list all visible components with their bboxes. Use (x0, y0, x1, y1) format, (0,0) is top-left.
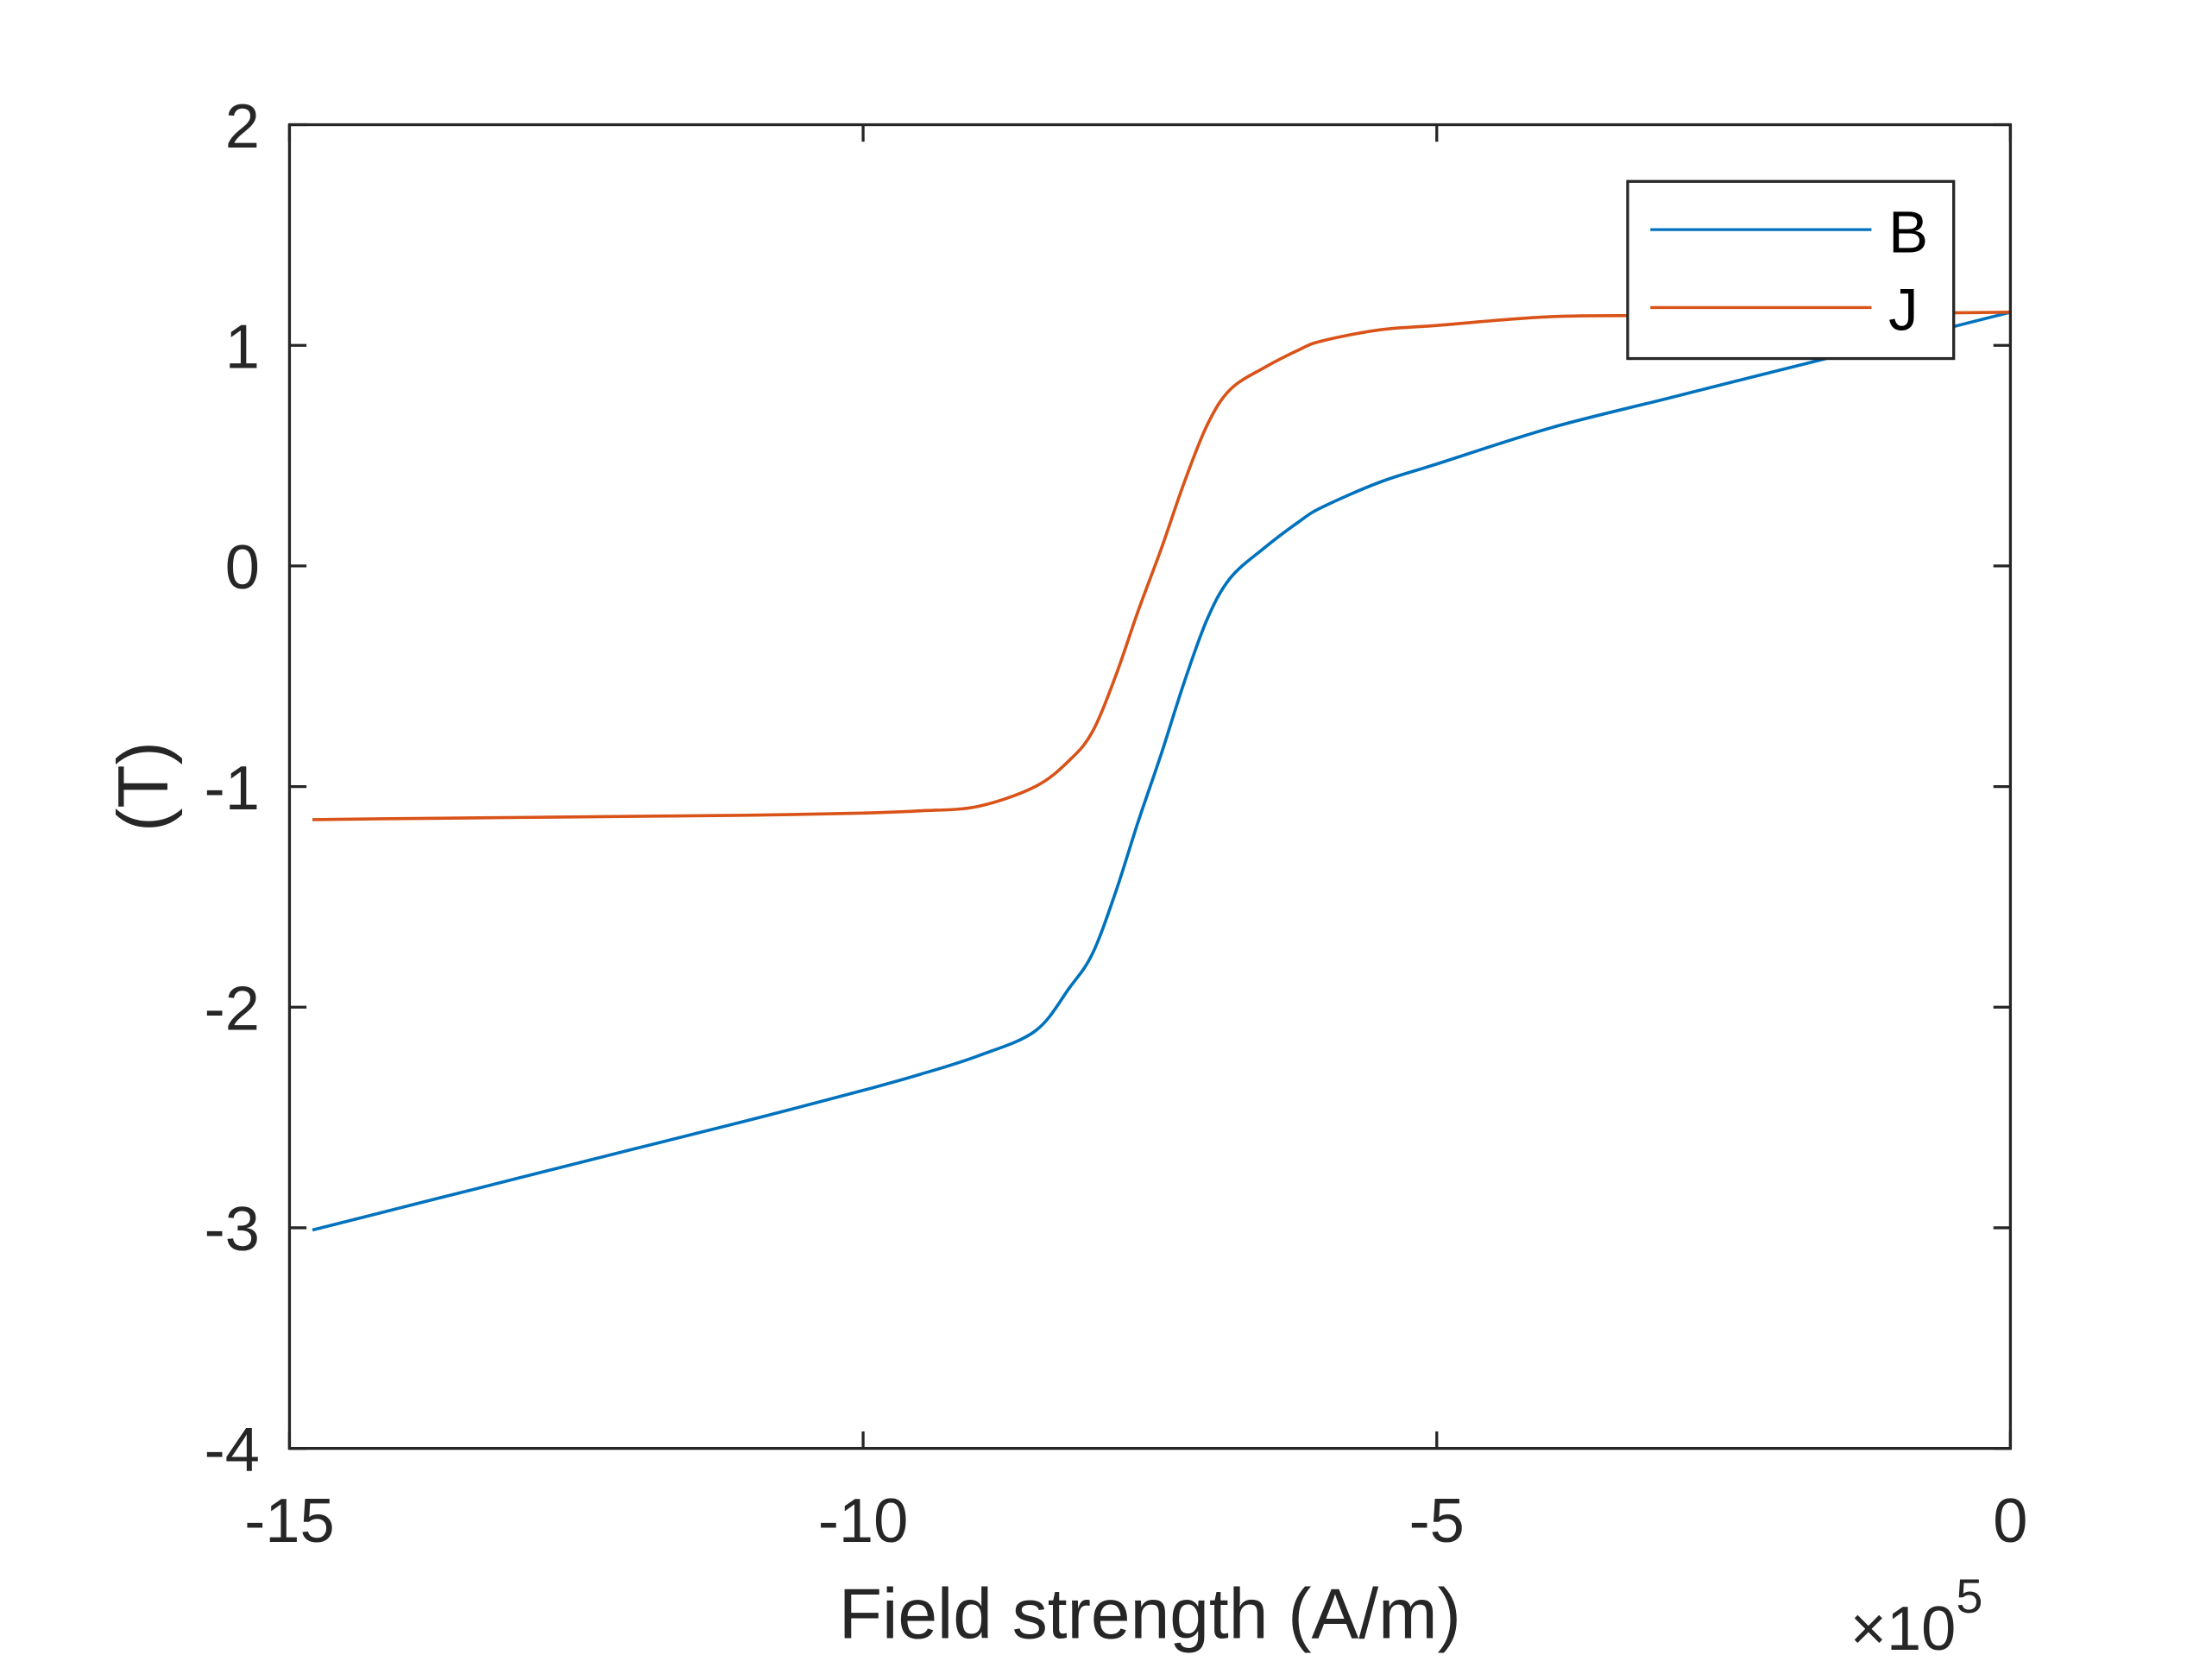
tick-labels: -15 -10 -5 0 2 1 0 -1 -2 -3 -4 (205, 92, 2028, 1556)
x-axis-label: Field strength (A/m) (839, 1576, 1461, 1654)
y-tick-label: -4 (205, 1416, 260, 1485)
legend: B J (1626, 179, 1956, 361)
y-tick-label: -1 (205, 754, 260, 823)
x-tick-label: -15 (244, 1487, 334, 1556)
x-tick-label: 0 (1993, 1487, 2027, 1556)
series-line-b (312, 311, 2011, 1232)
x-multiplier: ×105 (1850, 1569, 1983, 1661)
y-tick-label: 1 (225, 313, 260, 382)
y-axis-label: (T) (104, 741, 183, 832)
x-tick-label: -10 (818, 1487, 908, 1556)
y-tick-label: -2 (205, 975, 260, 1044)
y-tick-label: 0 (225, 533, 260, 602)
y-tick-label: 2 (225, 92, 260, 161)
legend-label-b: B (1888, 198, 1928, 265)
axes-box (287, 123, 2013, 1450)
y-tick-label: -3 (205, 1195, 260, 1264)
x-multiplier-exponent: 5 (1956, 1569, 1982, 1623)
x-tick-label: -5 (1409, 1487, 1465, 1556)
series-line-j (312, 311, 2011, 821)
series-lines (312, 311, 2011, 1232)
legend-label-j: J (1888, 277, 1918, 343)
legend-box (1626, 179, 1956, 361)
